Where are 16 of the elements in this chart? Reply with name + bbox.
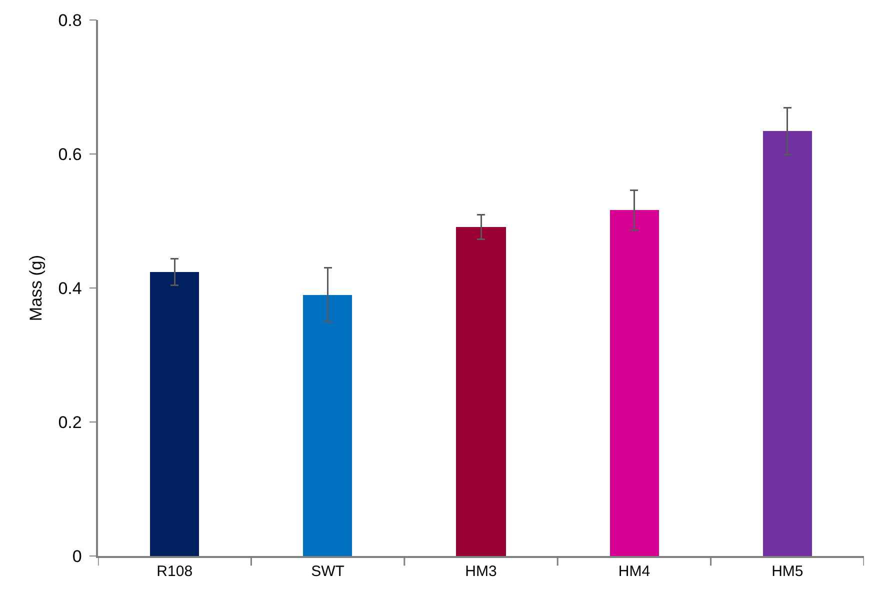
- x-tick-label: HM3: [465, 562, 497, 580]
- bar: [610, 210, 659, 556]
- y-tick-label: 0: [72, 546, 82, 566]
- y-axis-title: Mass (g): [26, 254, 46, 322]
- x-tick-label: HM5: [772, 562, 804, 580]
- x-tick-label: SWT: [311, 562, 344, 580]
- bar: [456, 227, 506, 556]
- y-tick-label: 0.4: [58, 278, 82, 298]
- bar: [763, 131, 812, 556]
- bar: [150, 272, 199, 556]
- y-tick-label: 0.6: [58, 144, 82, 164]
- y-tick-label: 0.8: [58, 10, 82, 30]
- bar: [303, 295, 352, 556]
- y-tick-label: 0.2: [58, 412, 82, 432]
- x-tick-label: R108: [156, 562, 193, 580]
- x-tick-label: HM4: [618, 562, 650, 580]
